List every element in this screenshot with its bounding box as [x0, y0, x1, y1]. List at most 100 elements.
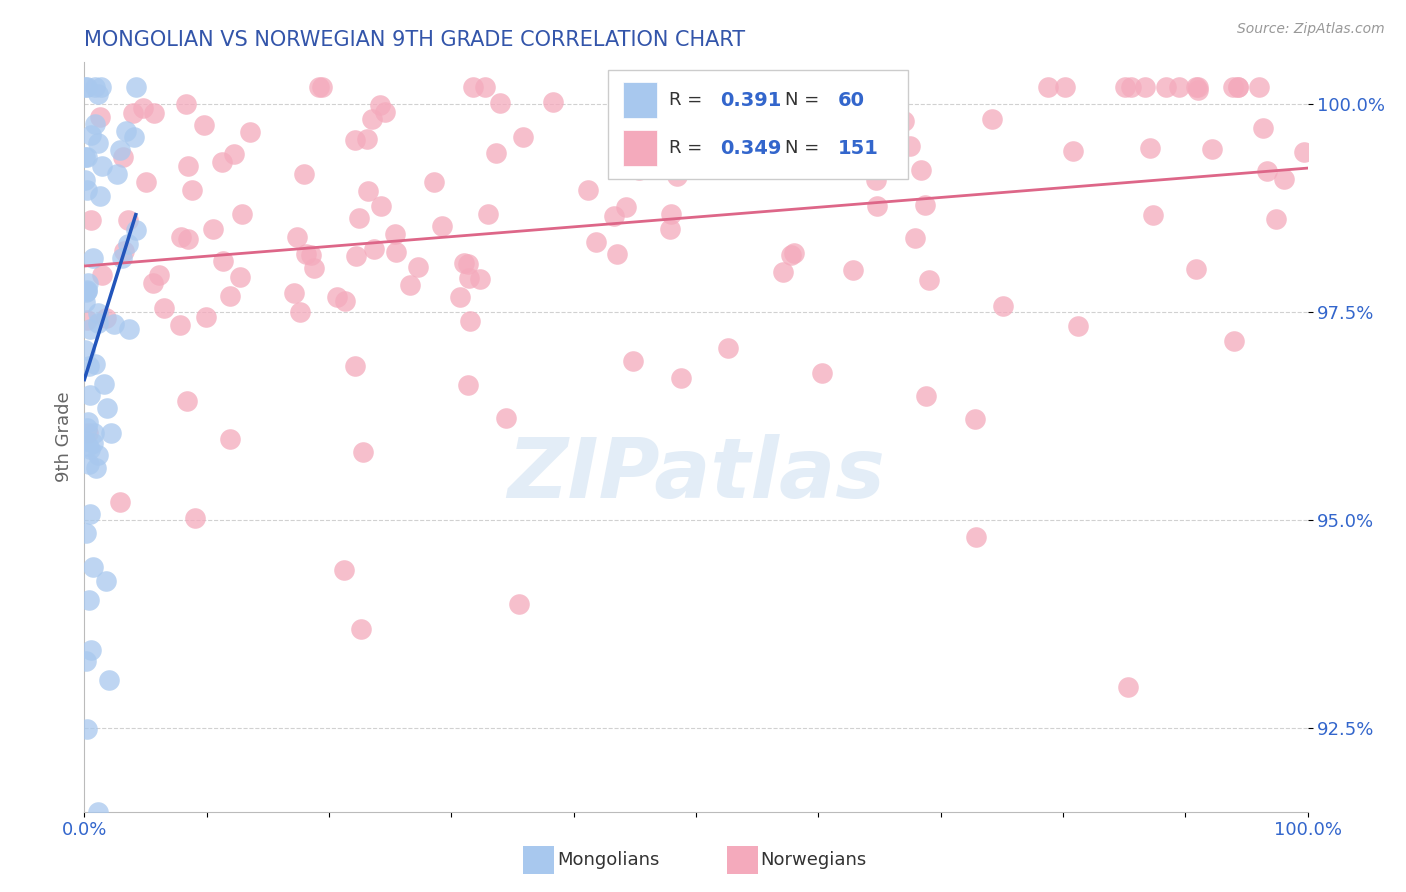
Point — [1133, 80, 1156, 95]
Point — [79, 388, 101, 402]
Point — [181, 183, 204, 197]
Point — [1119, 80, 1142, 95]
Point — [541, 95, 564, 110]
Bar — [623, 130, 657, 166]
Point — [915, 389, 938, 403]
Point — [349, 622, 371, 636]
Point — [87, 87, 110, 101]
Point — [991, 299, 1014, 313]
Point — [90, 80, 112, 95]
Point — [117, 213, 139, 227]
Point — [335, 293, 357, 308]
Point — [363, 242, 385, 256]
Point — [347, 211, 370, 225]
Point — [368, 98, 391, 112]
Point — [177, 232, 200, 246]
Point — [385, 245, 408, 260]
Point — [76, 277, 98, 291]
Point — [110, 495, 132, 509]
Point — [80, 643, 103, 657]
Point — [295, 247, 318, 261]
Point — [79, 321, 101, 335]
Point — [87, 805, 110, 819]
Point — [76, 80, 98, 95]
Point — [211, 253, 233, 268]
Point — [79, 442, 101, 457]
Point — [866, 162, 889, 177]
Point — [142, 105, 165, 120]
Point — [117, 236, 139, 251]
Point — [111, 149, 134, 163]
Point — [80, 212, 103, 227]
Point — [308, 80, 330, 95]
Point — [1201, 142, 1223, 156]
Point — [449, 290, 471, 304]
Point — [453, 256, 475, 270]
Point — [222, 146, 245, 161]
Point — [883, 80, 905, 95]
Point — [73, 150, 96, 164]
Point — [84, 357, 107, 371]
Point — [299, 248, 322, 262]
Point — [77, 457, 100, 471]
Point — [80, 128, 103, 142]
Point — [231, 207, 253, 221]
Point — [1292, 145, 1315, 159]
Point — [82, 252, 104, 266]
Point — [148, 268, 170, 282]
Point — [292, 167, 315, 181]
Point — [1185, 80, 1208, 95]
Point — [1156, 80, 1178, 95]
Point — [772, 265, 794, 279]
Text: 151: 151 — [838, 138, 879, 158]
Point — [97, 673, 120, 688]
Point — [219, 289, 242, 303]
Text: 60: 60 — [838, 91, 865, 110]
Point — [77, 426, 100, 441]
Text: 0.349: 0.349 — [720, 138, 782, 158]
Point — [508, 597, 530, 611]
Text: R =: R = — [669, 91, 703, 110]
Point — [153, 301, 176, 315]
Point — [82, 559, 104, 574]
Point — [606, 247, 628, 261]
Text: Source: ZipAtlas.com: Source: ZipAtlas.com — [1237, 22, 1385, 37]
Point — [384, 227, 406, 242]
Point — [1247, 80, 1270, 95]
Point — [84, 80, 107, 95]
Point — [177, 159, 200, 173]
Point — [89, 110, 111, 124]
Point — [111, 251, 134, 265]
Point — [357, 185, 380, 199]
Point — [669, 371, 692, 385]
Point — [866, 198, 889, 212]
Point — [333, 563, 356, 577]
Point — [288, 304, 311, 318]
Point — [75, 294, 97, 309]
Text: N =: N = — [786, 139, 820, 157]
Point — [79, 592, 101, 607]
Point — [1053, 80, 1076, 95]
Point — [353, 445, 375, 459]
Point — [125, 80, 148, 95]
Point — [745, 103, 768, 118]
Point — [202, 221, 225, 235]
Point — [965, 412, 987, 426]
Point — [778, 148, 800, 162]
Point — [76, 150, 98, 164]
Point — [457, 257, 479, 271]
Point — [1062, 145, 1084, 159]
Point — [122, 129, 145, 144]
Point — [96, 311, 118, 326]
Point — [374, 105, 396, 120]
Point — [1264, 212, 1286, 227]
Point — [1187, 83, 1209, 97]
Point — [666, 169, 689, 184]
Point — [87, 448, 110, 462]
Point — [114, 124, 136, 138]
Point — [893, 113, 915, 128]
Point — [117, 322, 139, 336]
Point — [285, 230, 308, 244]
Point — [658, 221, 681, 235]
Point — [1251, 120, 1274, 135]
